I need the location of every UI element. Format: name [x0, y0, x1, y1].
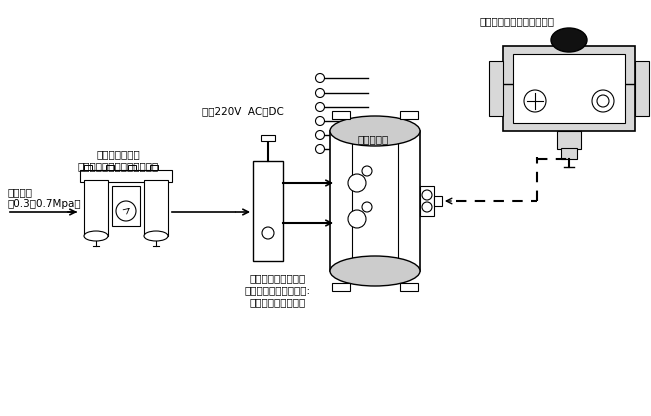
Ellipse shape [551, 28, 587, 52]
Text: 则配二位三通电磁阀: 则配二位三通电磁阀 [250, 297, 306, 307]
Circle shape [348, 210, 366, 228]
Ellipse shape [330, 256, 420, 286]
Circle shape [422, 190, 432, 200]
Bar [400, 111, 418, 119]
Bar [332, 283, 350, 291]
Circle shape [362, 166, 372, 176]
Bar [128, 165, 136, 170]
Circle shape [524, 90, 546, 112]
Bar [400, 283, 418, 291]
Bar [635, 61, 649, 116]
Circle shape [316, 89, 324, 97]
Bar [84, 165, 92, 170]
Bar [253, 161, 283, 261]
Circle shape [592, 90, 614, 112]
Ellipse shape [144, 231, 168, 241]
Bar [489, 61, 503, 116]
Text: 限位开关盒（可选防爆型）: 限位开关盒（可选防爆型） [480, 16, 555, 26]
Circle shape [316, 144, 324, 154]
Circle shape [316, 131, 324, 139]
Circle shape [422, 202, 432, 212]
Bar [420, 186, 434, 216]
Bar [434, 196, 442, 206]
Bar [112, 186, 140, 226]
Text: 气源处理三联件: 气源处理三联件 [96, 149, 140, 159]
Text: 若为单作用气动执行器:: 若为单作用气动执行器: [245, 285, 311, 295]
Text: 压缩空气: 压缩空气 [8, 187, 33, 197]
Text: 单控二位五通电磁阀: 单控二位五通电磁阀 [250, 273, 306, 283]
Bar [513, 54, 625, 123]
Bar [80, 170, 172, 182]
Bar [106, 165, 114, 170]
Circle shape [116, 201, 136, 221]
Ellipse shape [84, 231, 108, 241]
Bar [150, 165, 158, 170]
Circle shape [316, 74, 324, 82]
Bar [503, 46, 635, 131]
Bar [557, 131, 581, 149]
Text: （减压阀、过滤器、油雾器）: （减压阀、过滤器、油雾器） [77, 161, 159, 171]
Bar [84, 180, 108, 236]
Circle shape [597, 95, 609, 107]
Bar [332, 111, 350, 119]
Text: 电源220V  AC或DC: 电源220V AC或DC [202, 106, 284, 116]
Text: 气动执行器: 气动执行器 [358, 134, 389, 144]
Bar [261, 135, 275, 141]
Circle shape [316, 102, 324, 111]
Circle shape [348, 174, 366, 192]
Circle shape [262, 227, 274, 239]
Bar [330, 131, 420, 271]
Bar [144, 180, 168, 236]
Text: （0.3～0.7Mpa）: （0.3～0.7Mpa） [8, 199, 81, 209]
Ellipse shape [330, 116, 420, 146]
Circle shape [316, 116, 324, 126]
Circle shape [362, 202, 372, 212]
Bar [561, 148, 577, 159]
